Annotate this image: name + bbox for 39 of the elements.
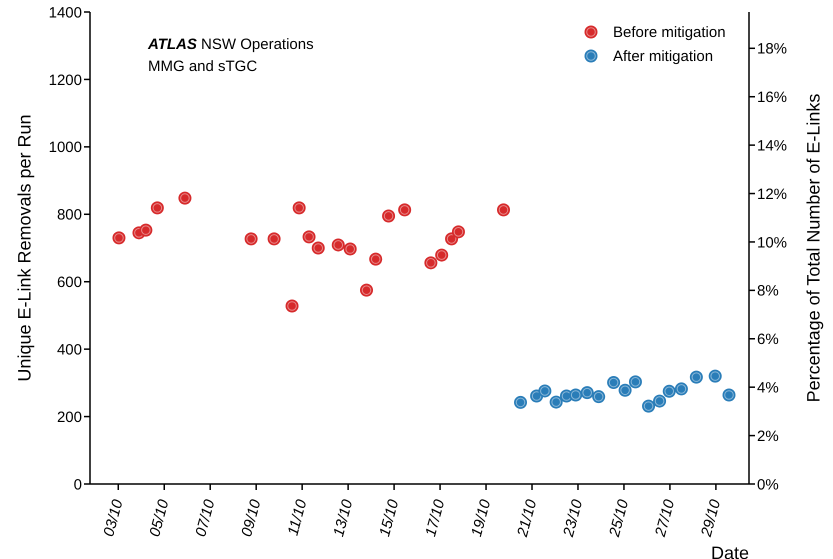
y2-tick-label: 4%	[757, 380, 779, 397]
y2-axis-title: Percentage of Total Number of E-Links	[803, 94, 824, 402]
y2-tick-label: 16%	[757, 89, 788, 106]
x-tick-label: 27/10	[652, 497, 678, 540]
x-tick-label: 09/10	[238, 497, 265, 538]
y-tick-label: 1400	[48, 4, 82, 22]
x-tick-label: 07/10	[192, 497, 219, 538]
x-tick-label: 25/10	[606, 497, 632, 540]
x-tick-label: 29/10	[698, 497, 724, 540]
x-tick-label: 21/10	[514, 497, 540, 540]
x-tick-label: 17/10	[422, 497, 448, 538]
y-tick-label: 1000	[48, 139, 82, 156]
x-axis-title: Date	[710, 543, 749, 559]
x-tick-label: 03/10	[100, 497, 127, 538]
y-axis-title: Unique E-Link Removals per Run	[14, 114, 34, 382]
y-tick-label: 800	[56, 206, 82, 224]
y-tick-label: 600	[56, 274, 82, 292]
y-tick-label: 1200	[48, 72, 82, 89]
x-tick-label: 19/10	[468, 497, 494, 538]
x-tick-label: 15/10	[376, 497, 402, 538]
x-tick-label: 13/10	[330, 497, 357, 538]
y2-tick-label: 0%	[757, 476, 779, 494]
y2-tick-label: 18%	[757, 40, 788, 58]
x-tick-label: 23/10	[560, 497, 586, 540]
y2-tick-label: 14%	[757, 137, 788, 154]
x-tick-label: 05/10	[146, 497, 173, 538]
y-tick-label: 400	[56, 341, 82, 358]
y2-tick-label: 12%	[757, 186, 788, 203]
x-tick-label: 11/10	[284, 497, 311, 538]
y2-tick-label: 2%	[757, 428, 779, 445]
legend-label: After mitigation	[613, 48, 714, 64]
annotation: ATLAS NSW Operations	[148, 35, 314, 55]
annotation: MMG and sTGC	[148, 57, 258, 77]
y-tick-label: 0	[74, 476, 82, 494]
y2-tick-label: 10%	[757, 234, 788, 252]
y2-tick-label: 8%	[757, 282, 779, 300]
y-tick-label: 200	[56, 408, 82, 426]
y2-tick-label: 6%	[757, 331, 779, 348]
legend-label: Before mitigation	[613, 24, 726, 40]
